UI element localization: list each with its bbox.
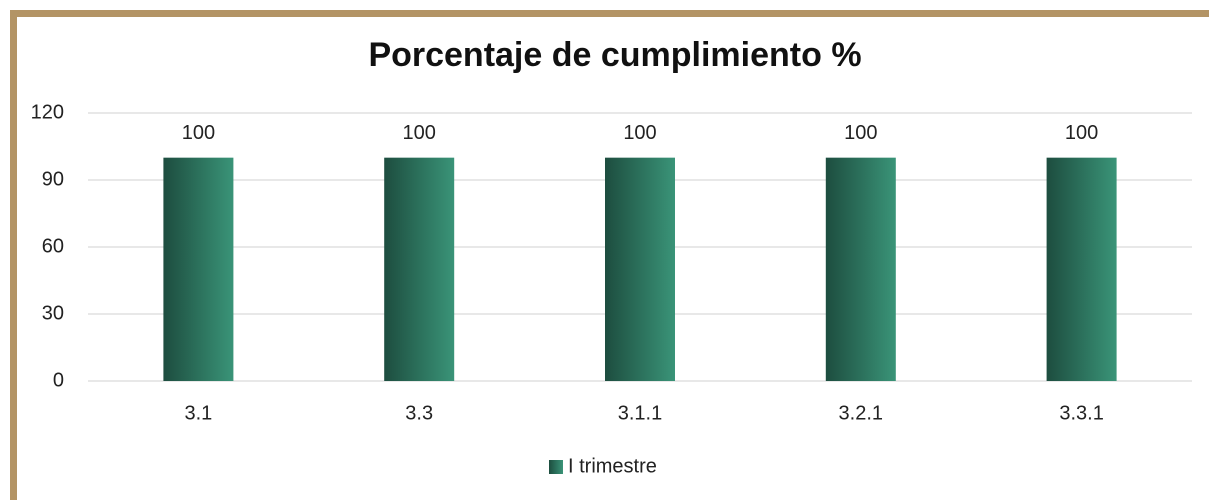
frame-left — [10, 10, 17, 500]
bar — [605, 157, 675, 381]
y-tick-label: 0 — [53, 369, 64, 391]
y-tick-label: 90 — [42, 168, 64, 190]
bar — [1046, 157, 1117, 381]
data-label: 100 — [1065, 122, 1098, 144]
x-tick-label: 3.2.1 — [839, 402, 883, 424]
x-tick-label: 3.1.1 — [618, 402, 662, 424]
legend-swatch — [549, 460, 563, 474]
x-tick-label: 3.3.1 — [1059, 402, 1103, 424]
data-label: 100 — [623, 122, 656, 144]
y-tick-label: 120 — [31, 101, 64, 123]
data-label: 100 — [844, 122, 877, 144]
x-tick-label: 3.1 — [184, 402, 212, 424]
frame-top — [10, 10, 1209, 17]
x-tick-label: 3.3 — [405, 402, 433, 424]
bar — [384, 157, 455, 381]
bar — [825, 157, 896, 381]
data-label: 100 — [182, 122, 215, 144]
legend-label: I trimestre — [568, 455, 657, 477]
bar — [163, 157, 234, 381]
y-tick-label: 60 — [42, 235, 64, 257]
chart-title: Porcentaje de cumplimiento % — [368, 36, 861, 74]
y-tick-label: 30 — [42, 302, 64, 324]
data-label: 100 — [403, 122, 436, 144]
